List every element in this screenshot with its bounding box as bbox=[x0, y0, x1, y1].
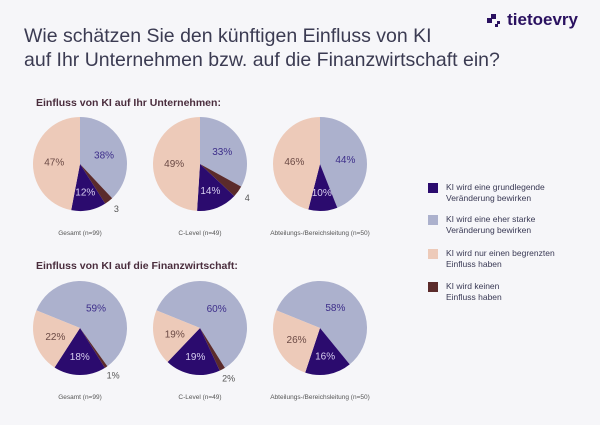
slice-label: 18% bbox=[70, 352, 90, 363]
pie-slice-grundlegend bbox=[197, 164, 235, 211]
legend-label-line2: Veränderung bewirken bbox=[446, 193, 532, 203]
pie-slice-stark bbox=[36, 281, 128, 367]
pie-title: Gesamt (n=99) bbox=[58, 230, 102, 237]
pie-title: Gesamt (n=99) bbox=[58, 394, 102, 401]
slice-label: 47% bbox=[44, 158, 64, 169]
pie-slice-stark bbox=[156, 280, 248, 368]
slice-label: 19% bbox=[185, 352, 205, 363]
pie-slice-begrenzt bbox=[153, 116, 200, 211]
pie-slice-begrenzt bbox=[273, 116, 320, 210]
pie-slice-begrenzt bbox=[32, 310, 80, 368]
slice-label: 58% bbox=[325, 303, 345, 314]
pie-slice-grundlegend bbox=[305, 328, 350, 375]
pie-title: Abteilungs-/Bereichsleitung (n=50) bbox=[270, 394, 370, 401]
pie-chart: 44% 10% 46% Abteilungs-/Bereichsleitung (n=… bbox=[270, 116, 370, 237]
slice-label: 44% bbox=[335, 155, 355, 166]
slice-label: 2% bbox=[222, 373, 235, 383]
legend-label-line2: Einfluss haben bbox=[446, 259, 502, 269]
legend-swatch bbox=[428, 215, 438, 225]
logo-mark-icon bbox=[487, 14, 501, 27]
pie-chart: 33% 4 14% 49% C-Level (n=49) bbox=[153, 116, 250, 237]
slice-label: 59% bbox=[86, 304, 106, 315]
pie-title: C-Level (n=49) bbox=[178, 394, 221, 401]
pie-slice-stark bbox=[80, 117, 127, 199]
pie-slice-keine bbox=[200, 328, 225, 371]
pie-slice-begrenzt bbox=[153, 310, 200, 363]
slice-label: 22% bbox=[45, 332, 65, 343]
legend-swatch bbox=[428, 282, 438, 292]
pie-title: Abteilungs-/Bereichsleitung (n=50) bbox=[270, 230, 370, 237]
pie-chart: 58% 16% 26% Abteilungs-/Bereichsleitung (n=… bbox=[270, 281, 370, 401]
pie-slice-stark bbox=[320, 117, 367, 208]
slice-label: 12% bbox=[75, 188, 95, 199]
slice-label: 16% bbox=[315, 352, 335, 363]
pie-slice-begrenzt bbox=[33, 117, 80, 211]
slice-label: 46% bbox=[284, 157, 304, 168]
pie-slice-stark bbox=[200, 117, 248, 187]
page-title: Wie schätzen Sie den künftigen Einfluss … bbox=[24, 24, 500, 72]
slice-label: 38% bbox=[94, 150, 114, 161]
slice-label: 3 bbox=[114, 204, 119, 214]
legend-label-line1: KI wird nur einen begrenzten bbox=[446, 248, 555, 258]
slice-label: 49% bbox=[164, 159, 184, 170]
legend-swatch bbox=[428, 183, 438, 193]
slice-label: 33% bbox=[212, 147, 232, 158]
legend-label-line2: Einfluss haben bbox=[446, 292, 502, 302]
logo: tietoevry bbox=[486, 10, 578, 30]
section-title-finanzwirtschaft: Einfluss von KI auf die Finanzwirtschaft… bbox=[36, 260, 238, 272]
slice-label: 19% bbox=[165, 329, 185, 340]
section-title-unternehmen: Einfluss von KI auf Ihr Unternehmen: bbox=[36, 97, 221, 109]
legend-label-line1: KI wird eine eher starke bbox=[446, 214, 536, 224]
pie-slice-keine bbox=[80, 164, 113, 204]
pie-slice-keine bbox=[80, 328, 108, 368]
pie-slice-keine bbox=[200, 164, 242, 197]
title-line-2: auf Ihr Unternehmen bzw. auf die Finanzw… bbox=[24, 49, 500, 71]
legend-label: KI wird eine eher starke Veränderung bewi… bbox=[446, 214, 586, 236]
pie-title: C-Level (n=49) bbox=[178, 230, 221, 237]
slice-label: 60% bbox=[207, 304, 227, 315]
pie-slice-grundlegend bbox=[71, 164, 106, 211]
pie-slice-grundlegend bbox=[54, 328, 105, 375]
slice-label: 10% bbox=[312, 188, 332, 199]
slice-label: 1% bbox=[107, 371, 120, 381]
legend-label-line1: KI wird keinen bbox=[446, 281, 500, 291]
legend-label-line1: KI wird eine grundlegende bbox=[446, 182, 545, 192]
logo-text: tietoevry bbox=[507, 10, 578, 29]
pie-chart: 38% 3 12% 47% Gesamt (n=99) bbox=[33, 117, 127, 237]
legend-swatch bbox=[428, 249, 438, 259]
pie-chart: 60% 2% 19% 19% C-Level (n=49) bbox=[153, 280, 248, 401]
pie-slice-stark bbox=[276, 281, 367, 365]
pie-slice-grundlegend bbox=[167, 328, 220, 376]
legend-label-line2: Veränderung bewirken bbox=[446, 225, 532, 235]
slice-label: 14% bbox=[200, 186, 220, 197]
pie-slice-begrenzt bbox=[273, 310, 320, 373]
pie-slice-grundlegend bbox=[308, 164, 338, 211]
slice-label: 26% bbox=[287, 335, 307, 346]
pie-chart: 59% 1% 18% 22% Gesamt (n=99) bbox=[32, 281, 128, 401]
legend-label: KI wird nur einen begrenzten Einfluss hab… bbox=[446, 248, 586, 270]
title-line-1: Wie schätzen Sie den künftigen Einfluss … bbox=[24, 25, 432, 47]
slice-label: 4 bbox=[245, 193, 250, 203]
legend-label: KI wird keinen Einfluss haben bbox=[446, 281, 586, 303]
legend-label: KI wird eine grundlegende Veränderung bew… bbox=[446, 182, 586, 204]
